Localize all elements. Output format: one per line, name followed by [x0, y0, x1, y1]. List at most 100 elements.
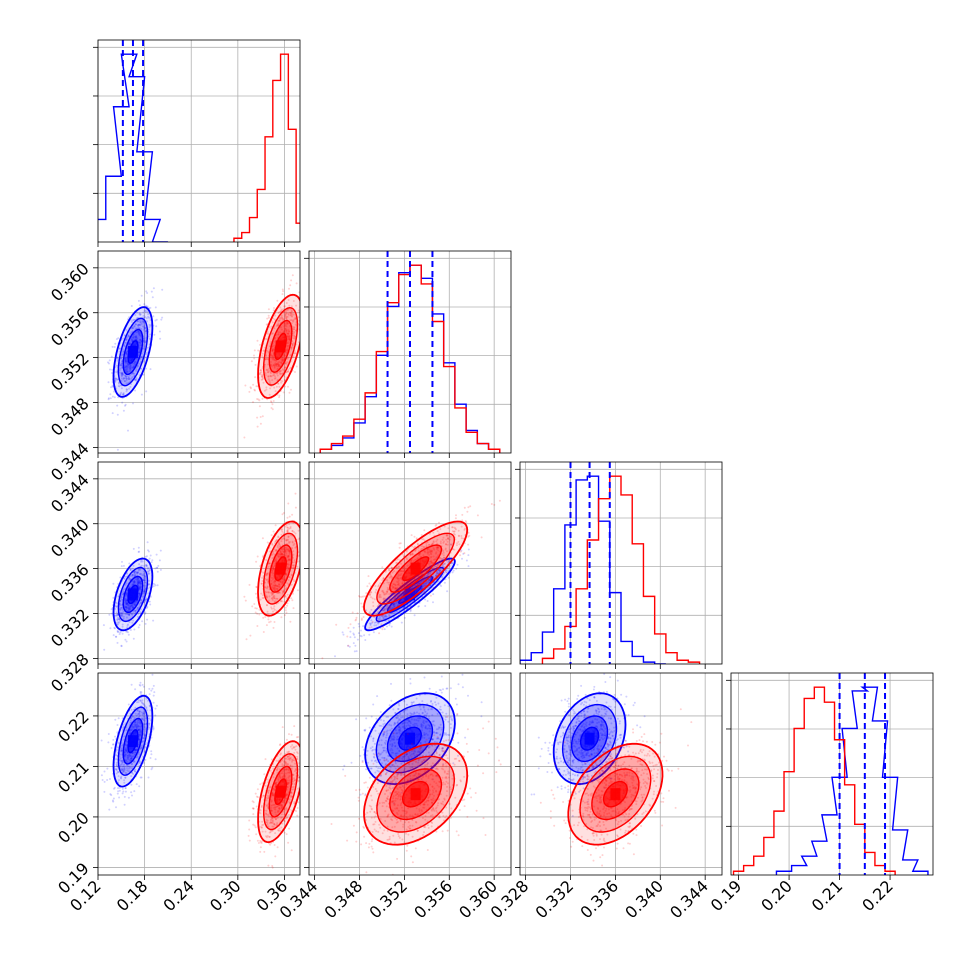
- sample-point: [144, 327, 147, 330]
- sample-point: [414, 558, 417, 561]
- sample-point: [285, 317, 288, 320]
- sample-point: [428, 560, 431, 563]
- sample-point: [114, 377, 117, 380]
- density-peak-red: [275, 562, 286, 575]
- sample-point: [271, 358, 274, 361]
- sample-point: [274, 580, 277, 583]
- sample-point: [137, 725, 140, 728]
- sample-point: [459, 550, 462, 553]
- sample-point: [262, 349, 265, 352]
- sample-point: [391, 597, 394, 600]
- sample-point: [293, 326, 296, 329]
- sample-point: [140, 321, 143, 324]
- sample-point: [114, 627, 116, 630]
- sample-point: [113, 346, 116, 348]
- sample-point: [360, 617, 363, 620]
- sample-point: [146, 567, 149, 570]
- sample-point: [430, 553, 433, 555]
- sample-point: [368, 611, 371, 614]
- sample-point: [355, 616, 358, 619]
- sample-point: [280, 369, 283, 372]
- sample-point: [260, 582, 263, 585]
- sample-point: [138, 624, 141, 626]
- sample-point: [395, 587, 398, 590]
- sample-point: [134, 609, 137, 612]
- sample-point: [263, 389, 266, 392]
- sample-point: [117, 621, 119, 624]
- sample-point: [288, 552, 291, 555]
- sample-point: [265, 559, 268, 561]
- sample-point: [281, 318, 284, 321]
- sample-point: [131, 327, 134, 330]
- sample-point: [134, 379, 137, 382]
- sample-point: [439, 561, 442, 564]
- sample-point: [132, 619, 135, 622]
- sample-point: [121, 623, 124, 626]
- sample-point: [132, 582, 135, 585]
- sample-point: [130, 683, 133, 686]
- sample-point: [267, 316, 270, 319]
- sample-point: [293, 331, 296, 334]
- sample-point: [275, 372, 278, 375]
- sample-point: [386, 581, 389, 584]
- sample-point: [385, 615, 388, 618]
- sample-point: [271, 357, 274, 360]
- sample-point: [431, 542, 434, 545]
- sample-point: [133, 570, 136, 573]
- sample-point: [129, 368, 132, 371]
- sample-point: [448, 560, 451, 563]
- sample-point: [399, 585, 402, 588]
- sample-point: [292, 334, 295, 337]
- sample-point: [440, 585, 443, 587]
- sample-point: [140, 355, 143, 358]
- sample-point: [421, 577, 424, 580]
- sample-point: [103, 790, 106, 793]
- sample-point: [284, 324, 287, 327]
- sample-point: [445, 559, 448, 562]
- sample-point: [139, 691, 142, 693]
- sample-point: [305, 308, 307, 310]
- sample-point: [428, 553, 431, 556]
- sample-point: [413, 584, 416, 587]
- sample-point: [409, 594, 412, 597]
- sample-point: [130, 320, 133, 323]
- sample-point: [279, 318, 282, 320]
- sample-point: [266, 587, 269, 590]
- sample-point: [453, 530, 456, 533]
- sample-point: [277, 363, 280, 366]
- sample-point: [356, 638, 359, 641]
- sample-point: [113, 390, 115, 393]
- sample-point: [302, 506, 304, 508]
- sample-point: [123, 803, 126, 806]
- sample-point: [398, 546, 401, 549]
- sample-point: [106, 779, 109, 781]
- sample-point: [467, 565, 470, 568]
- sample-point: [457, 529, 460, 532]
- sample-point: [138, 588, 141, 591]
- sample-point: [386, 607, 389, 610]
- sample-point: [139, 588, 142, 591]
- sample-point: [122, 768, 125, 771]
- sample-point: [274, 584, 277, 587]
- sample-point: [107, 397, 110, 400]
- sample-point: [271, 348, 274, 351]
- sample-point: [132, 366, 134, 369]
- sample-point: [287, 554, 290, 557]
- sample-point: [438, 521, 440, 524]
- sample-point: [368, 582, 371, 585]
- sample-point: [144, 309, 147, 312]
- sample-point: [131, 605, 134, 608]
- sample-point: [408, 564, 411, 566]
- sample-point: [265, 573, 268, 576]
- sample-point: [419, 555, 422, 558]
- sample-point: [354, 644, 357, 647]
- sample-point: [382, 591, 385, 594]
- sample-point: [137, 324, 140, 327]
- sample-point: [280, 548, 283, 551]
- sample-point: [273, 621, 276, 623]
- sample-point: [424, 605, 427, 607]
- sample-point: [408, 579, 411, 582]
- sample-point: [476, 514, 479, 517]
- sample-point: [282, 369, 285, 372]
